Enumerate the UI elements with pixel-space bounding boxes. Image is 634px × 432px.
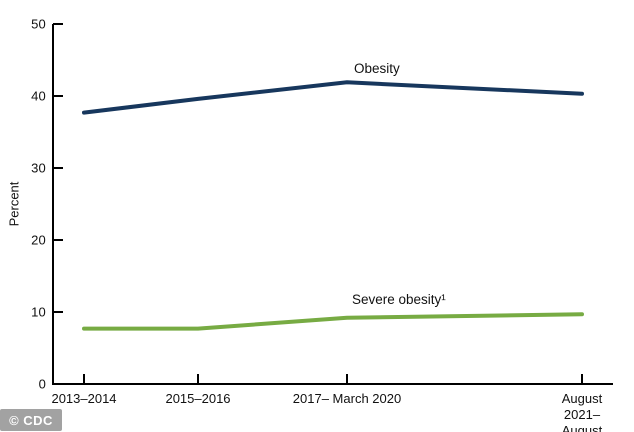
x-tick-label: 2015–2016 (165, 391, 231, 406)
y-tick-label: 20 (31, 232, 46, 248)
obesity-line (82, 80, 584, 115)
y-tick-label: 0 (38, 376, 46, 392)
y-tick-label: 40 (31, 88, 46, 104)
obesity-label: Obesity (354, 61, 400, 76)
x-tick-label: 2017– March 2020 (292, 391, 402, 406)
y-tick-label: 50 (31, 16, 46, 32)
y-axis-title: Percent (6, 181, 22, 227)
y-tick-label: 30 (31, 160, 46, 176)
x-tick-label: August 2021– August 2023 (561, 391, 603, 432)
cdc-watermark: © CDC (0, 409, 62, 431)
y-tick-label: 10 (31, 304, 46, 320)
severe-obesity-label: Severe obesity¹ (352, 292, 446, 307)
severe-obesity-line (82, 312, 584, 331)
x-tick-label: 2013–2014 (51, 391, 117, 406)
